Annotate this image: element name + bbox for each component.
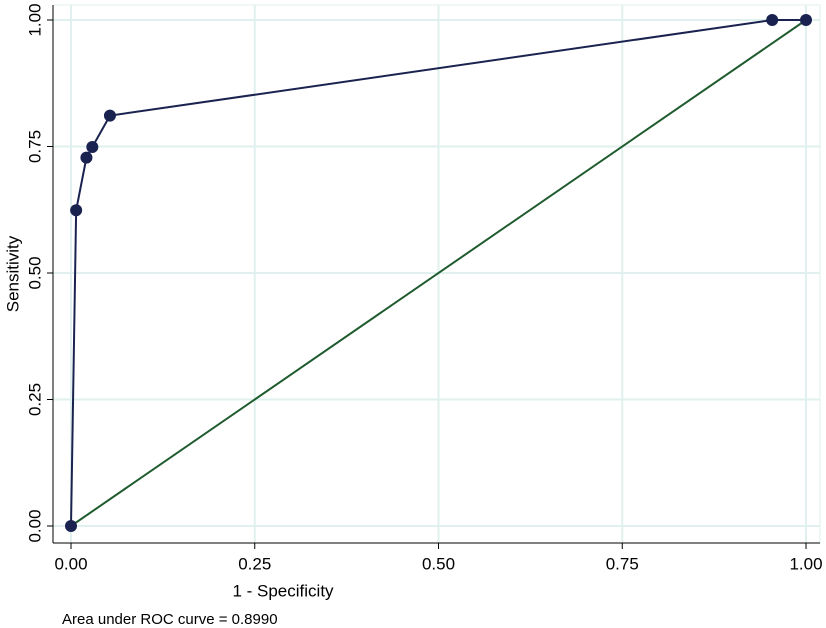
- x-tick-label: 0.25: [238, 554, 271, 573]
- note: Area under ROC curve = 0.8990: [62, 611, 278, 628]
- x-tick-label: 0.00: [54, 554, 87, 573]
- roc-point: [70, 204, 83, 217]
- y-tick-label: 0.00: [25, 509, 44, 542]
- x-tick-label: 0.75: [606, 554, 639, 573]
- y-tick-label: 0.50: [25, 256, 44, 289]
- roc-point: [80, 151, 93, 164]
- roc-point: [86, 141, 99, 154]
- roc-point: [103, 109, 116, 122]
- roc-point: [766, 14, 779, 26]
- y-tick-label: 1.00: [25, 3, 44, 36]
- y-axis-label: Sensitivity: [3, 235, 22, 312]
- y-tick-label: 0.25: [25, 383, 44, 416]
- roc-point: [800, 14, 812, 26]
- x-axis-label: 1 - Specificity: [232, 581, 334, 600]
- reference-line: [70, 19, 807, 527]
- y-tick-label: 0.75: [25, 130, 44, 163]
- roc-point: [65, 520, 77, 532]
- x-tick-label: 1.00: [789, 554, 822, 573]
- x-tick-label: 0.50: [422, 554, 455, 573]
